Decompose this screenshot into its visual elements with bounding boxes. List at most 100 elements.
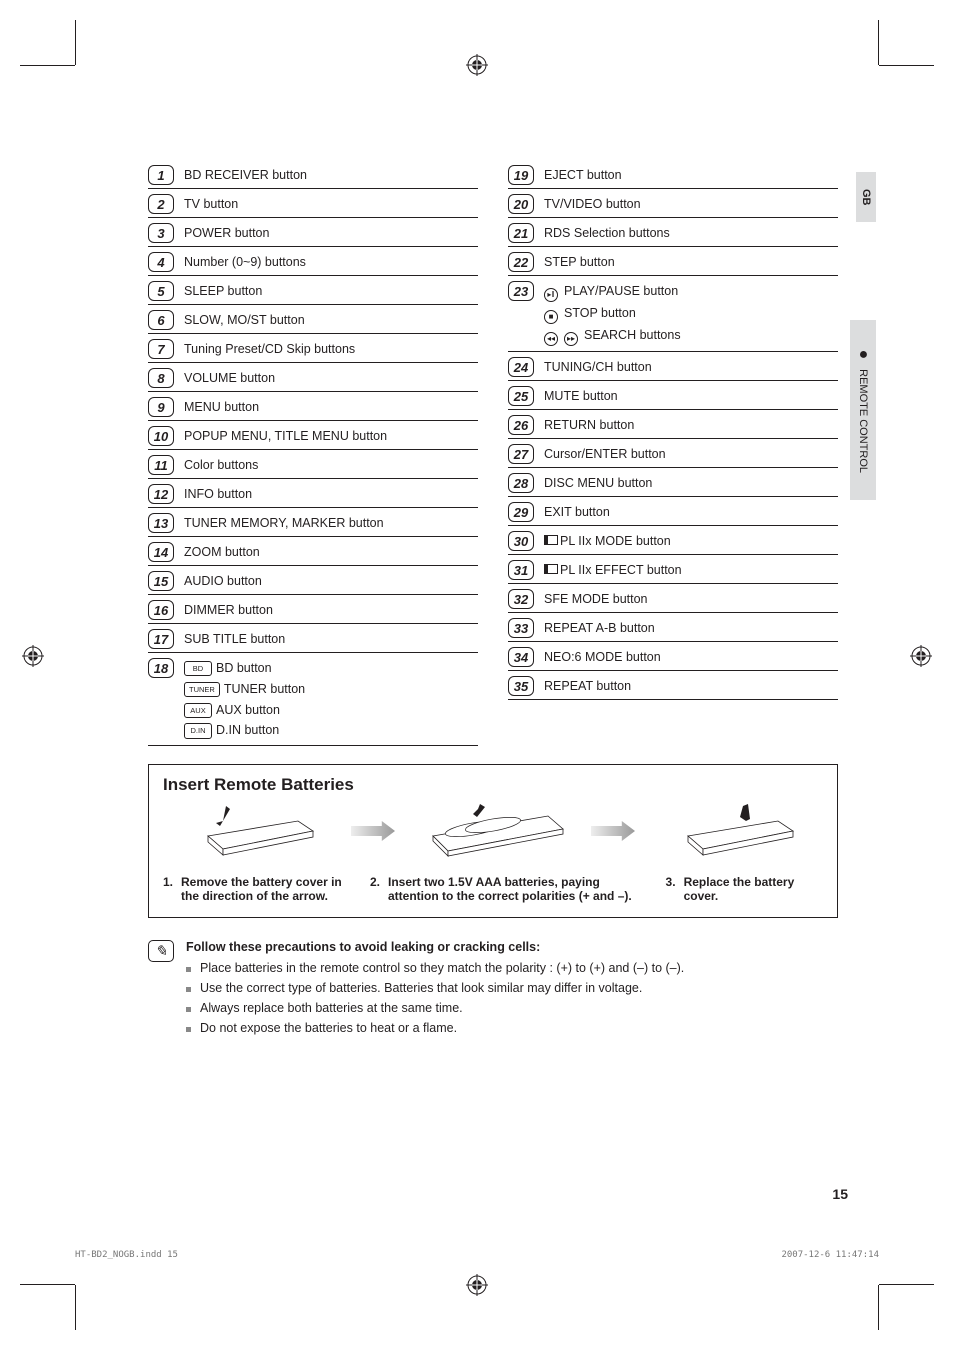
button-list-item: 11 Color buttons bbox=[148, 450, 478, 479]
item-label: SLOW, MO/ST button bbox=[184, 309, 305, 330]
item-label: POWER button bbox=[184, 222, 269, 243]
battery-diagram-1 bbox=[163, 801, 343, 861]
item-label: EXIT button bbox=[544, 501, 610, 522]
item-number-badge: 7 bbox=[148, 339, 174, 359]
transport-icon: ▸ǁ bbox=[544, 288, 558, 302]
item-label: BDBD buttonTUNERTUNER buttonAUXAUX butto… bbox=[184, 657, 305, 742]
precaution-item: Place batteries in the remote control so… bbox=[186, 958, 684, 978]
button-list-item: 30PL IIx MODE button bbox=[508, 526, 838, 555]
item-label: Color buttons bbox=[184, 454, 258, 475]
button-list-item: 25 MUTE button bbox=[508, 381, 838, 410]
precaution-item: Always replace both batteries at the sam… bbox=[186, 998, 684, 1018]
button-list-item: 24TUNING/CH button bbox=[508, 352, 838, 381]
button-list-item: 9MENU button bbox=[148, 392, 478, 421]
item-number-badge: 21 bbox=[508, 223, 534, 243]
item-label: Number (0~9) buttons bbox=[184, 251, 306, 272]
item-number-badge: 4 bbox=[148, 252, 174, 272]
item-label: EJECT button bbox=[544, 164, 622, 185]
item-label: TUNING/CH button bbox=[544, 356, 652, 377]
mini-badge: AUX bbox=[184, 703, 212, 718]
item-number-badge: 17 bbox=[148, 629, 174, 649]
registration-mark-icon bbox=[466, 1274, 488, 1296]
crop-mark bbox=[878, 20, 879, 65]
button-list-left: 1 BD RECEIVER button 2 TV button 3 POWER butt… bbox=[148, 160, 478, 746]
page-content: 1 BD RECEIVER button 2 TV button 3 POWER butt… bbox=[148, 160, 838, 1038]
item-label: DISC MENU button bbox=[544, 472, 652, 493]
button-list-item: 29EXIT button bbox=[508, 497, 838, 526]
item-number-badge: 28 bbox=[508, 473, 534, 493]
battery-title: Insert Remote Batteries bbox=[163, 775, 823, 795]
item-number-badge: 8 bbox=[148, 368, 174, 388]
button-list-item: 15AUDIO button bbox=[148, 566, 478, 595]
item-label: MUTE button bbox=[544, 385, 618, 406]
item-number-badge: 25 bbox=[508, 386, 534, 406]
item-label: PL IIx EFFECT button bbox=[544, 559, 682, 580]
precautions-list: Place batteries in the remote control so… bbox=[186, 958, 684, 1038]
item-label: BD RECEIVER button bbox=[184, 164, 307, 185]
item-label: RDS Selection buttons bbox=[544, 222, 670, 243]
item-number-badge: 20 bbox=[508, 194, 534, 214]
item-number-badge: 1 bbox=[148, 165, 174, 185]
precaution-item: Do not expose the batteries to heat or a… bbox=[186, 1018, 684, 1038]
item-label: VOLUME button bbox=[184, 367, 275, 388]
arrow-icon bbox=[591, 821, 635, 841]
search-back-icon: ◂◂ bbox=[544, 332, 558, 346]
button-list-item: 34NEO:6 MODE button bbox=[508, 642, 838, 671]
button-list-right: 19 EJECT button 20 TV/VIDEO button 21 RDS Sel… bbox=[508, 160, 838, 746]
item-number-badge: 35 bbox=[508, 676, 534, 696]
item-number-badge: 32 bbox=[508, 589, 534, 609]
item-number-badge: 33 bbox=[508, 618, 534, 638]
button-list-item: 2 TV button bbox=[148, 189, 478, 218]
section-label: REMOTE CONTROL bbox=[857, 370, 869, 474]
footer-timestamp: 2007-12-6 11:47:14 bbox=[781, 1250, 879, 1260]
page-number: 15 bbox=[832, 1186, 848, 1202]
item-number-badge: 23 bbox=[508, 281, 534, 301]
item-number-badge: 2 bbox=[148, 194, 174, 214]
crop-mark bbox=[75, 1285, 76, 1330]
precautions-title: Follow these precautions to avoid leakin… bbox=[186, 940, 684, 954]
battery-step-1: 1.Remove the battery cover in the direct… bbox=[163, 875, 350, 903]
search-fwd-icon: ▸▸ bbox=[564, 332, 578, 346]
item-label: Cursor/ENTER button bbox=[544, 443, 666, 464]
item-label: Tuning Preset/CD Skip buttons bbox=[184, 338, 355, 359]
item-number-badge: 3 bbox=[148, 223, 174, 243]
button-list-item: 5SLEEP button bbox=[148, 276, 478, 305]
battery-step-2: 2.Insert two 1.5V AAA batteries, paying … bbox=[370, 875, 646, 903]
button-list-item: 3 POWER button bbox=[148, 218, 478, 247]
button-list-item: 18 BDBD buttonTUNERTUNER buttonAUXAUX but… bbox=[148, 653, 478, 746]
item-number-badge: 19 bbox=[508, 165, 534, 185]
button-list-columns: 1 BD RECEIVER button 2 TV button 3 POWER butt… bbox=[148, 160, 838, 746]
item-label: PL IIx MODE button bbox=[544, 530, 671, 551]
button-list-item: 14 ZOOM button bbox=[148, 537, 478, 566]
item-label: ▸ǁPLAY/PAUSE button■STOP button◂◂▸▸SEARC… bbox=[544, 280, 681, 348]
button-list-item: 28 DISC MENU button bbox=[508, 468, 838, 497]
battery-step-3: 3.Replace the battery cover. bbox=[666, 875, 823, 903]
item-label: ZOOM button bbox=[184, 541, 260, 562]
item-number-badge: 14 bbox=[148, 542, 174, 562]
item-label: SFE MODE button bbox=[544, 588, 648, 609]
item-number-badge: 18 bbox=[148, 658, 174, 678]
item-label: TUNER MEMORY, MARKER button bbox=[184, 512, 384, 533]
button-list-item: 17SUB TITLE button bbox=[148, 624, 478, 653]
mini-badge: D.IN bbox=[184, 723, 212, 738]
item-label: POPUP MENU, TITLE MENU button bbox=[184, 425, 387, 446]
button-list-item: 35REPEAT button bbox=[508, 671, 838, 700]
item-label: TV button bbox=[184, 193, 238, 214]
item-number-badge: 15 bbox=[148, 571, 174, 591]
item-label: TV/VIDEO button bbox=[544, 193, 641, 214]
button-list-item: 12 INFO button bbox=[148, 479, 478, 508]
item-number-badge: 11 bbox=[148, 455, 174, 475]
item-number-badge: 12 bbox=[148, 484, 174, 504]
button-list-item: 26RETURN button bbox=[508, 410, 838, 439]
item-label: MENU button bbox=[184, 396, 259, 417]
crop-mark bbox=[879, 1284, 934, 1285]
precautions-section: ✎ Follow these precautions to avoid leak… bbox=[148, 940, 838, 1038]
button-list-item: 33REPEAT A-B button bbox=[508, 613, 838, 642]
item-label: INFO button bbox=[184, 483, 252, 504]
battery-diagram-3 bbox=[643, 801, 823, 861]
button-list-item: 31 PL IIx EFFECT button bbox=[508, 555, 838, 584]
registration-mark-icon bbox=[910, 645, 932, 667]
item-label: STEP button bbox=[544, 251, 615, 272]
item-number-badge: 5 bbox=[148, 281, 174, 301]
item-number-badge: 31 bbox=[508, 560, 534, 580]
